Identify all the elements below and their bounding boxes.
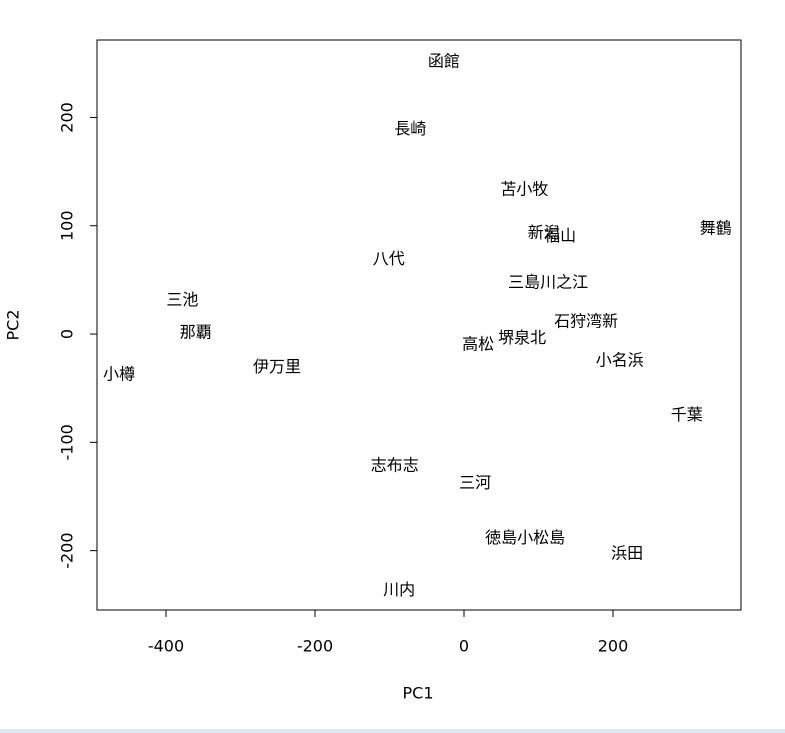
x-axis-label: PC1 bbox=[403, 684, 434, 703]
point-label: 伊万里 bbox=[253, 357, 301, 376]
point-label: 志布志 bbox=[371, 456, 419, 475]
point-label: 新潟 bbox=[528, 223, 560, 242]
point-label: 八代 bbox=[373, 249, 405, 268]
plot-frame bbox=[96, 39, 742, 611]
point-label: 福山 bbox=[544, 226, 576, 245]
y-tick-label: 200 bbox=[58, 102, 77, 133]
point-label: 三池 bbox=[166, 290, 198, 309]
point-label: 堺泉北 bbox=[498, 328, 546, 347]
point-label: 函館 bbox=[428, 52, 460, 71]
point-label: 徳島小松島 bbox=[485, 528, 565, 547]
y-tick-label: 100 bbox=[58, 210, 77, 241]
point-label: 那覇 bbox=[180, 322, 212, 341]
x-tick-label: -200 bbox=[297, 637, 333, 656]
point-label: 三河 bbox=[459, 473, 491, 492]
point-label: 小樽 bbox=[103, 365, 135, 384]
x-tick-label: 0 bbox=[459, 637, 469, 656]
point-label: 浜田 bbox=[611, 543, 643, 562]
y-tick-label: 0 bbox=[58, 329, 77, 339]
point-label: 千葉 bbox=[671, 405, 703, 424]
point-label: 長崎 bbox=[394, 119, 426, 138]
y-tick-label: -100 bbox=[58, 424, 77, 460]
point-label: 高松 bbox=[462, 334, 494, 353]
x-tick-label: 200 bbox=[598, 637, 629, 656]
point-label: 小名浜 bbox=[596, 351, 644, 370]
point-label: 川内 bbox=[383, 580, 415, 599]
point-label: 三島川之江 bbox=[508, 273, 588, 292]
y-tick-label: -200 bbox=[58, 532, 77, 568]
x-tick-label: -400 bbox=[148, 637, 184, 656]
point-label: 苫小牧 bbox=[500, 180, 548, 199]
point-label: 石狩湾新 bbox=[554, 312, 618, 331]
bottom-border bbox=[0, 729, 785, 733]
point-label: 舞鶴 bbox=[700, 218, 732, 237]
y-axis-label: PC2 bbox=[4, 310, 23, 341]
